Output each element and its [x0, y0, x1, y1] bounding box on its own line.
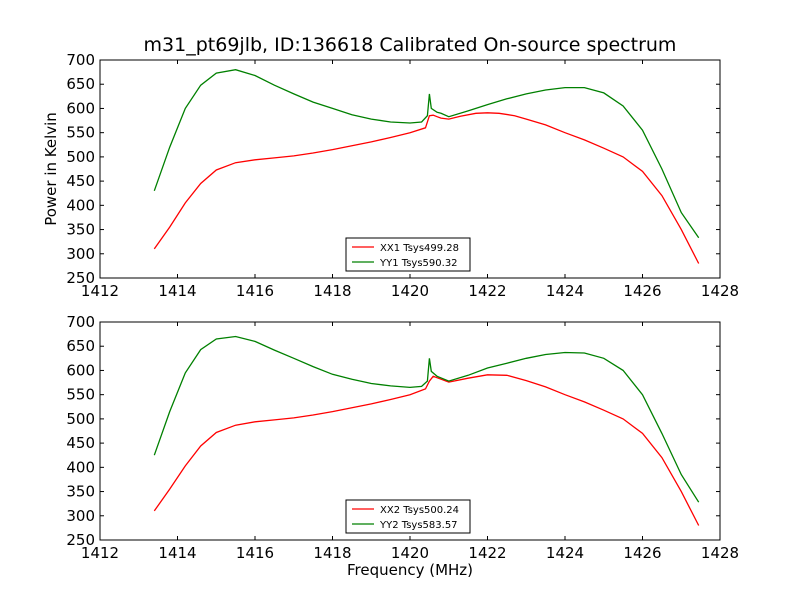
x-tick-label: 1412 — [81, 282, 119, 300]
x-tick-label: 1414 — [158, 544, 196, 562]
legend-label: YY1 Tsys590.32 — [379, 258, 458, 269]
x-tick-label: 1412 — [81, 544, 119, 562]
y-tick-label: 550 — [66, 386, 95, 404]
x-tick-label: 1428 — [701, 544, 739, 562]
x-tick-label: 1420 — [391, 282, 429, 300]
x-axis-label: Frequency (MHz) — [346, 561, 474, 579]
y-tick-label: 500 — [66, 148, 95, 166]
plot-panel-2: 1412 1414 1416 1418 1420 1422 1424 1426 1428 250 3… — [66, 313, 739, 562]
y-tick-label: 350 — [66, 483, 95, 501]
x-tick-label: 1424 — [546, 544, 584, 562]
series-line-yy1 — [153, 69, 700, 239]
y-tick-label: 650 — [66, 75, 95, 93]
y-tick-label: 350 — [66, 221, 95, 239]
series-line-yy2 — [153, 335, 700, 503]
legend: XX1 Tsys499.28 YY1 Tsys590.32 — [345, 237, 471, 272]
y-tick-label: 650 — [66, 337, 95, 355]
y-tick-label: 450 — [66, 172, 95, 190]
y-tick-label: 600 — [66, 361, 95, 379]
y-tick-label: 250 — [66, 531, 95, 549]
y-tick-label: 250 — [66, 269, 95, 287]
legend-label: XX2 Tsys500.24 — [380, 505, 459, 516]
x-tick-label: 1420 — [391, 544, 429, 562]
y-tick-label: 300 — [66, 507, 95, 525]
plot-panel-1: 1412 1414 1416 1418 1420 1422 1424 1426 1428 250 3… — [66, 51, 739, 300]
legend-label: YY2 Tsys583.57 — [379, 520, 458, 531]
legend-label: XX1 Tsys499.28 — [380, 243, 459, 254]
y-tick-label: 300 — [66, 245, 95, 263]
x-tick-label: 1418 — [313, 282, 351, 300]
x-tick-label: 1426 — [623, 544, 661, 562]
legend: XX2 Tsys500.24 YY2 Tsys583.57 — [345, 499, 471, 534]
x-tick-label: 1428 — [701, 282, 739, 300]
y-tick-label: 550 — [66, 124, 95, 142]
y-tick-label: 500 — [66, 410, 95, 428]
chart-title: m31_pt69jlb, ID:136618 Calibrated On-sou… — [143, 34, 677, 56]
series-line-xx1 — [153, 112, 700, 264]
legend-box — [345, 237, 471, 272]
legend-box — [345, 499, 471, 534]
x-tick-label: 1416 — [236, 544, 274, 562]
y-tick-label: 450 — [66, 434, 95, 452]
x-tick-label: 1422 — [468, 282, 506, 300]
y-tick-label: 700 — [66, 51, 95, 69]
y-tick-label: 700 — [66, 313, 95, 331]
x-tick-label: 1418 — [313, 544, 351, 562]
x-tick-label: 1414 — [158, 282, 196, 300]
y-tick-label: 400 — [66, 458, 95, 476]
series-line-xx2 — [153, 374, 700, 526]
x-tick-label: 1424 — [546, 282, 584, 300]
y-tick-label: 600 — [66, 99, 95, 117]
y-tick-label: 400 — [66, 196, 95, 214]
x-tick-label: 1416 — [236, 282, 274, 300]
x-tick-label: 1422 — [468, 544, 506, 562]
x-tick-label: 1426 — [623, 282, 661, 300]
y-axis-label: Power in Kelvin — [42, 112, 60, 226]
